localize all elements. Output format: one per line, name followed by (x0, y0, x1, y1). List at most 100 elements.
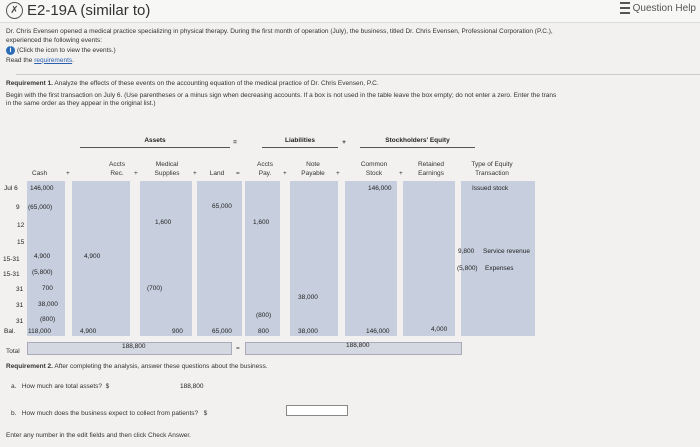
intro-text: Dr. Chris Evensen opened a medical pract… (6, 28, 696, 65)
equity-header: Stockholders' Equity (385, 137, 450, 144)
col-np-2: Payable (301, 170, 325, 177)
ar-cell[interactable]: 4,900 (84, 253, 101, 260)
plus-sign: + (193, 170, 197, 177)
cs-cell[interactable]: 146,000 (368, 185, 392, 192)
col-ap-1: Accts (257, 161, 273, 168)
requirement-1: Requirement 1. Analyze the effects of th… (6, 80, 700, 109)
equals-sign: = (236, 170, 240, 177)
footer-instructions: Enter any number in the edit fields and … (6, 432, 191, 439)
col-cs-2: Stock (365, 170, 383, 177)
row-label: 31 (16, 302, 24, 309)
row-label: 15 (17, 239, 25, 246)
cash-cell[interactable]: (65,000) (28, 204, 53, 211)
plus-sign: + (336, 170, 340, 177)
read-requirements-row: Read the requirements. (6, 57, 696, 66)
col-supplies-2: Supplies (154, 170, 180, 177)
ap-cell[interactable]: 1,600 (253, 219, 270, 226)
re-balance[interactable]: 4,000 (431, 326, 448, 333)
type-cell[interactable]: Service revenue (483, 248, 530, 255)
cash-cell[interactable]: 4,900 (34, 253, 51, 260)
patients-collection-input[interactable] (286, 405, 348, 416)
events-info-row[interactable]: i (Click the icon to view the events.) (6, 46, 696, 56)
events-info-text: (Click the icon to view the events.) (17, 47, 116, 55)
plus-sign: + (342, 139, 346, 146)
plus-sign: + (66, 170, 70, 177)
row-label: 15-31 (3, 271, 20, 278)
qa-label: a. (11, 383, 17, 390)
cash-cell[interactable]: 38,000 (38, 301, 58, 308)
re-column (403, 181, 455, 336)
req2-heading: Requirement 2. (6, 363, 53, 370)
land-balance[interactable]: 65,000 (212, 328, 232, 335)
col-cs-1: Common (360, 161, 388, 168)
col-supplies-1: Medical (155, 161, 179, 168)
type-cell[interactable]: Issued stock (472, 185, 509, 192)
cash-cell[interactable]: (5,800) (32, 269, 53, 276)
qa-dollar: $ (105, 383, 110, 390)
top-bar (0, 0, 700, 23)
col-re-2: Earnings (418, 170, 444, 177)
plus-sign: + (134, 170, 138, 177)
np-balance[interactable]: 38,000 (298, 328, 318, 335)
question-help-button[interactable]: Question Help (619, 2, 696, 14)
re-cell[interactable]: (5,800) (457, 265, 478, 272)
qa-text: How much are total assets? (21, 383, 103, 390)
question-help-label: Question Help (632, 2, 696, 14)
liabilities-underline (262, 147, 338, 148)
plus-sign: + (399, 170, 403, 177)
row-label: Jul 6 (4, 185, 18, 192)
col-ap-2: Pay. (258, 170, 272, 177)
requirements-link[interactable]: requirements (34, 56, 73, 64)
np-cell[interactable]: 38,000 (298, 294, 318, 301)
col-re-1: Retained (417, 161, 445, 168)
intro-line-2: experienced the following events: (6, 36, 103, 44)
row-label: 31 (16, 318, 24, 325)
qb-dollar: $ (203, 410, 208, 417)
cash-balance[interactable]: 118,000 (28, 328, 52, 335)
total-label: Total (6, 348, 20, 355)
ar-balance[interactable]: 4,900 (80, 328, 97, 335)
plus-sign: + (283, 170, 287, 177)
liabilities-header: Liabilities (285, 137, 315, 144)
col-ar-2: Rec. (110, 170, 124, 177)
re-cell[interactable]: 9,800 (458, 248, 475, 255)
total-assets-answer[interactable]: 188,800 (180, 383, 204, 390)
col-np-1: Note (306, 161, 320, 168)
land-cell[interactable]: 65,000 (212, 203, 232, 210)
cash-column (27, 181, 65, 336)
col-cash: Cash (32, 170, 48, 177)
cash-cell[interactable]: 146,000 (30, 185, 54, 192)
assets-underline (80, 147, 230, 148)
col-land: Land (209, 170, 225, 177)
qb-text: How much does the business expect to col… (21, 410, 199, 417)
cash-cell[interactable]: (800) (40, 316, 56, 323)
type-cell[interactable]: Expenses (485, 265, 514, 272)
cs-balance[interactable]: 146,000 (366, 328, 390, 335)
supplies-cell[interactable]: 1,600 (155, 219, 172, 226)
total-assets-box (27, 342, 232, 355)
total-liab-equity-box (245, 342, 462, 355)
cs-column (345, 181, 397, 336)
supplies-balance[interactable]: 900 (172, 328, 183, 335)
req1-heading: Requirement 1. (6, 80, 53, 87)
question-a-row: a. How much are total assets? $ (11, 383, 109, 392)
divider (16, 74, 700, 75)
intro-line-1: Dr. Chris Evensen opened a medical pract… (6, 28, 553, 35)
total-assets-value: 188,800 (122, 343, 146, 350)
equals-sign: = (233, 139, 237, 146)
equity-underline (360, 147, 475, 148)
supplies-cell[interactable]: (700) (147, 285, 163, 292)
row-label: 15-31 (3, 256, 20, 263)
col-type-1: Type of Equity (471, 161, 513, 168)
read-prefix: Read the (6, 56, 35, 64)
col-ar-1: Accts (109, 161, 125, 168)
requirement-2: Requirement 2. After completing the anal… (6, 363, 268, 372)
ap-balance[interactable]: 800 (258, 328, 269, 335)
req1-instructions: Begin with the first transaction on July… (6, 91, 557, 99)
question-b-row: b. How much does the business expect to … (11, 410, 207, 419)
info-icon[interactable]: i (6, 46, 15, 55)
req1-instructions-2: in the same order as they appear in the … (6, 100, 156, 107)
cash-cell[interactable]: 700 (42, 285, 53, 292)
ap-cell[interactable]: (800) (256, 312, 272, 319)
ar-column (72, 181, 130, 336)
